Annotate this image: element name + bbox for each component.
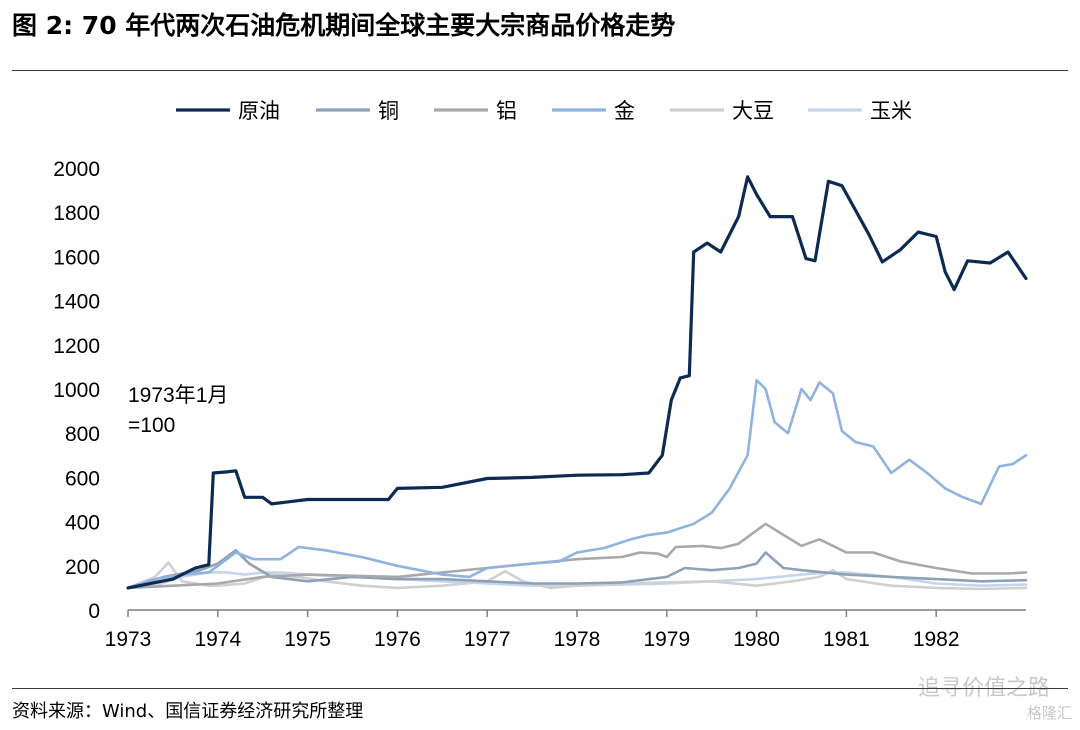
y-tick-label: 1000	[53, 379, 100, 402]
x-tick-label: 1976	[374, 628, 421, 651]
y-tick-label: 2000	[53, 158, 100, 181]
legend-label: 大豆	[732, 100, 774, 123]
y-tick-label: 1200	[53, 335, 100, 358]
y-tick-label: 600	[65, 467, 100, 490]
page-title: 图 2: 70 年代两次石油危机期间全球主要大宗商品价格走势	[12, 11, 676, 40]
y-tick-label: 800	[65, 423, 100, 446]
legend-label: 铜	[378, 100, 399, 123]
x-tick-label: 1978	[554, 628, 601, 651]
x-tick-label: 1977	[464, 628, 511, 651]
series-line-4	[126, 378, 1028, 590]
plot-area	[126, 175, 1028, 591]
source-rule	[12, 688, 1068, 689]
series-line-5	[126, 561, 1028, 591]
chart-annotation-line2: =100	[128, 414, 175, 437]
y-tick-label: 200	[65, 556, 100, 579]
y-tick-label: 400	[65, 512, 100, 535]
series-line-6	[126, 571, 1028, 590]
legend-label: 铝	[496, 100, 517, 123]
series-line-2	[126, 549, 1028, 590]
legend-label: 金	[614, 100, 635, 123]
chart-annotation-line1: 1973年1月	[128, 384, 228, 407]
x-tick-label: 1981	[823, 628, 870, 651]
y-tick-label: 0	[88, 600, 100, 623]
x-tick-label: 1982	[913, 628, 960, 651]
x-tick-label: 1975	[284, 628, 331, 651]
legend-label: 玉米	[870, 100, 912, 123]
chart-legend: 原油 铜 铝 金 大豆 玉米	[176, 100, 912, 123]
legend-label: 原油	[238, 100, 280, 123]
x-tick-label: 1980	[733, 628, 780, 651]
source-note: 资料来源：Wind、国信证券经济研究所整理	[12, 701, 364, 722]
watermark-brand: 格隆汇	[1026, 704, 1072, 722]
y-axis: 0 200 400 600 800 1000 1200 1400 1600 1800 2000	[53, 158, 100, 623]
x-axis: 1973 1974 1975 1976 1977 1978 1979 1980 1981 1982	[105, 609, 1026, 651]
y-tick-label: 1600	[53, 246, 100, 269]
title-rule	[12, 70, 1068, 71]
chart: 原油 铜 铝 金 大豆 玉米 0 200 400 600 800 1000 1200 1400 1600 1…	[53, 100, 1028, 651]
x-tick-label: 1974	[194, 628, 241, 651]
y-tick-label: 1800	[53, 202, 100, 225]
watermark-text: 追寻价值之路	[917, 676, 1050, 701]
x-tick-label: 1979	[643, 628, 690, 651]
series-line-3	[126, 522, 1028, 590]
x-tick-label: 1973	[105, 628, 152, 651]
y-tick-label: 1400	[53, 291, 100, 314]
series-line-1	[126, 175, 1028, 590]
